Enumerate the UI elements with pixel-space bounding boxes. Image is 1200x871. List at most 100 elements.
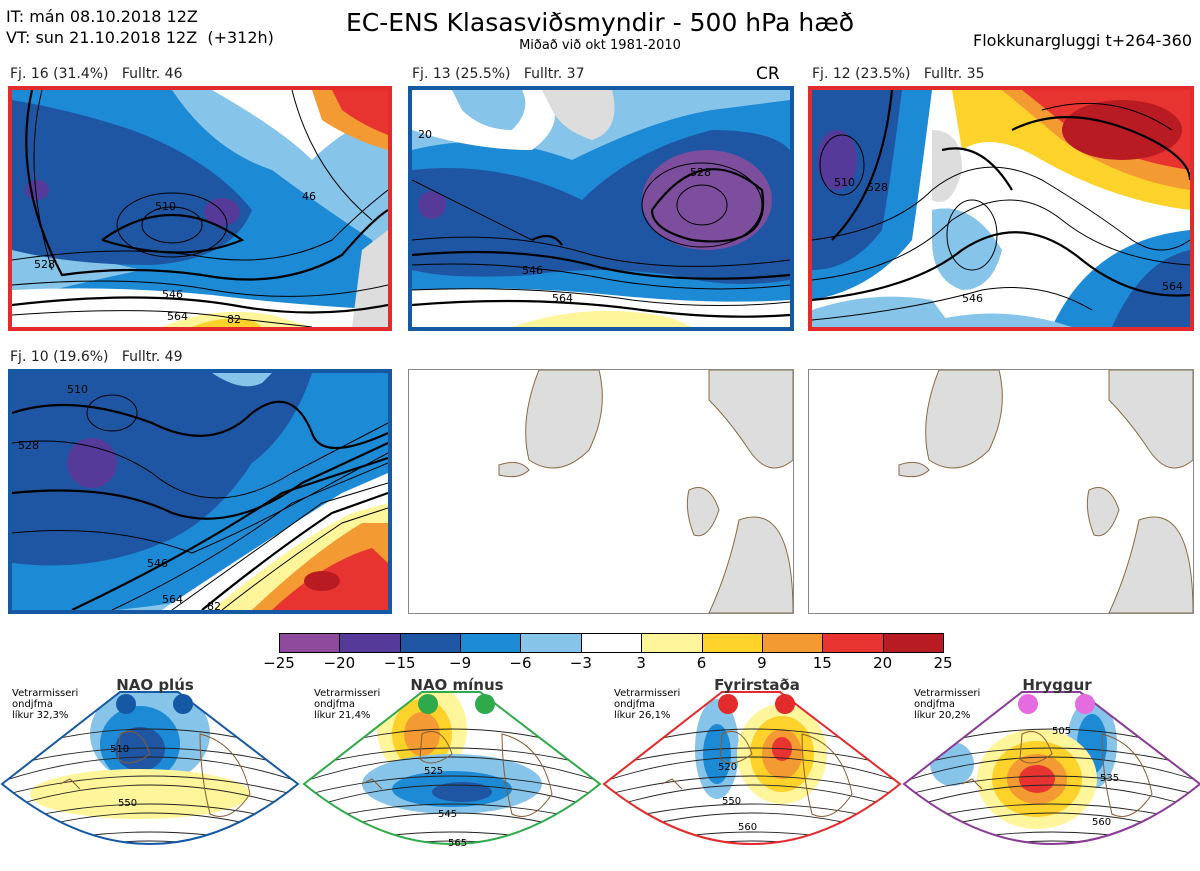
cluster-map-3-field: 510 528 546 564 <box>812 90 1190 327</box>
colorbar-segment <box>339 633 401 653</box>
regime-probability-note: Vetrarmisseri ondjfma líkur 26,1% <box>614 688 681 721</box>
regime-marker-dot <box>173 694 193 714</box>
regime-map: 525 545 565 <box>302 691 602 849</box>
colorbar-segment <box>761 633 824 653</box>
colorbar-tick-label: −6 <box>509 654 532 672</box>
regime-probability-note: Vetrarmisseri ondjfma líkur 20,2% <box>914 688 981 721</box>
colorbar-tick-label: 25 <box>933 654 953 672</box>
cluster-map-1[interactable]: 510 528 546 564 46 82 <box>8 86 392 331</box>
contour-label: 510 <box>67 383 88 396</box>
colorbar-tick-label: 9 <box>757 654 767 672</box>
colorbar-tick-label: −9 <box>449 654 472 672</box>
colorbar-tick-label: 6 <box>696 654 707 672</box>
cluster-map-1-field: 510 528 546 564 46 82 <box>12 90 388 327</box>
contour-label: 564 <box>167 310 188 323</box>
coastline-map-5 <box>498 370 793 613</box>
colorbar-segment <box>882 633 944 653</box>
contour-label: 528 <box>690 166 711 179</box>
contour-label: 546 <box>147 557 168 570</box>
coastline-map-6 <box>898 370 1193 613</box>
regime-marker-dot <box>1018 694 1038 714</box>
regime-marker-dot <box>775 694 795 714</box>
cluster-map-2[interactable]: 528 546 564 20 <box>408 86 794 331</box>
contour-label: 82 <box>227 313 241 326</box>
regime-marker-dot <box>475 694 495 714</box>
contour-label: 546 <box>162 288 183 301</box>
regime-contour-label: 510 <box>110 744 129 755</box>
cluster-map-4[interactable]: 510 528 546 564 82 <box>8 369 392 614</box>
regime-contour-label: 525 <box>424 766 443 777</box>
issue-time: IT: mán 08.10.2018 12Z <box>6 7 198 26</box>
empty-map-6 <box>808 369 1194 614</box>
regime-thumbnail: 510 550 NAO plús Vetrarmisseri ondjfma líku… <box>0 674 300 871</box>
contour-label: 20 <box>418 128 432 141</box>
regime-contour-label: 505 <box>1052 726 1071 737</box>
regime-contour-label: 550 <box>118 798 137 809</box>
colorbar-segment <box>520 633 582 653</box>
colorbar-tick-label: −15 <box>383 654 416 672</box>
regime-map: 520 550 560 <box>602 691 902 845</box>
regime-contour-label: 565 <box>448 838 467 849</box>
page-title: EC-ENS Klasasviðsmyndir - 500 hPa hæð <box>345 8 855 37</box>
regime-marker-dot <box>418 694 438 714</box>
colorbar-segment <box>460 633 522 653</box>
colorbar-segment <box>701 633 763 653</box>
regime-contour-label: 545 <box>438 809 457 820</box>
panel-1-label: Fj. 16 (31.4%) Fulltr. 46 <box>10 66 183 82</box>
panel-4-label: Fj. 10 (19.6%) Fulltr. 49 <box>10 349 183 365</box>
colorbar-segment <box>580 633 643 653</box>
contour-label: 46 <box>302 190 316 203</box>
regime-title: NAO mínus <box>410 676 504 694</box>
colorbar-segment <box>822 633 884 653</box>
colorbar-segment <box>399 633 462 653</box>
panel-2-label: Fj. 13 (25.5%) Fulltr. 37 <box>412 66 585 82</box>
contour-label: 546 <box>522 264 543 277</box>
panel-3-label: Fj. 12 (23.5%) Fulltr. 35 <box>812 66 985 82</box>
contour-label: 82 <box>207 600 221 610</box>
contour-label: 528 <box>34 258 55 271</box>
contour-label: 564 <box>552 292 573 305</box>
contour-label: 528 <box>18 439 39 452</box>
regime-title: Hryggur <box>1022 676 1092 694</box>
regime-thumbnail: 525 545 565 NAO mínus Vetrarmisseri ondjfma … <box>302 674 602 871</box>
colorbar-tick-label: −20 <box>323 654 356 672</box>
regime-contour-label: 535 <box>1100 773 1119 784</box>
cluster-map-3[interactable]: 510 528 546 564 <box>808 86 1194 331</box>
regime-thumbnail: 505 535 560 Hryggur Vetrarmisseri ondjfma lí… <box>902 674 1200 871</box>
regime-contour-label: 520 <box>718 762 737 773</box>
regime-map: 505 535 560 <box>902 691 1200 845</box>
contour-label: 510 <box>834 176 855 189</box>
classification-window: Flokkunargluggi t+264-360 <box>973 31 1192 50</box>
colorbar <box>279 633 944 653</box>
colorbar-tick-label: −3 <box>569 654 592 672</box>
colorbar-tick-label: 15 <box>812 654 832 672</box>
empty-map-5 <box>408 369 794 614</box>
regime-contour-label: 550 <box>722 796 741 807</box>
valid-time: VT: sun 21.10.2018 12Z (+312h) <box>6 28 274 47</box>
regime-thumbnail: 520 550 560 Fyrirstaða Vetrarmisseri ondjfma… <box>602 674 902 871</box>
regime-map: 510 550 <box>0 691 300 845</box>
regime-probability-note: Vetrarmisseri ondjfma líkur 32,3% <box>12 688 79 721</box>
header-info: IT: mán 08.10.2018 12Z VT: sun 21.10.201… <box>6 6 274 48</box>
contour-label: 564 <box>162 593 183 606</box>
regime-marker-dot <box>1075 694 1095 714</box>
contour-label: 510 <box>155 200 176 213</box>
contour-label: 564 <box>1162 280 1183 293</box>
regime-marker-dot <box>718 694 738 714</box>
colorbar-tick-label: 20 <box>873 654 893 672</box>
regime-contour-label: 560 <box>1092 817 1111 828</box>
cluster-map-4-field: 510 528 546 564 82 <box>12 373 388 610</box>
colorbar-segment <box>279 633 341 653</box>
regime-probability-note: Vetrarmisseri ondjfma líkur 21,4% <box>314 688 381 721</box>
panel-2-badge: CR <box>756 64 780 84</box>
contour-label: 528 <box>867 181 888 194</box>
colorbar-tick-label: −25 <box>263 654 295 672</box>
regime-title: Fyrirstaða <box>714 676 800 694</box>
regime-marker-dot <box>116 694 136 714</box>
cluster-map-2-field: 528 546 564 20 <box>412 90 790 327</box>
page-subtitle: Miðað við okt 1981-2010 <box>519 38 681 53</box>
regime-title: NAO plús <box>116 676 194 694</box>
colorbar-tick-label: 3 <box>636 654 646 672</box>
colorbar-segment <box>641 633 703 653</box>
contour-label: 546 <box>962 292 983 305</box>
